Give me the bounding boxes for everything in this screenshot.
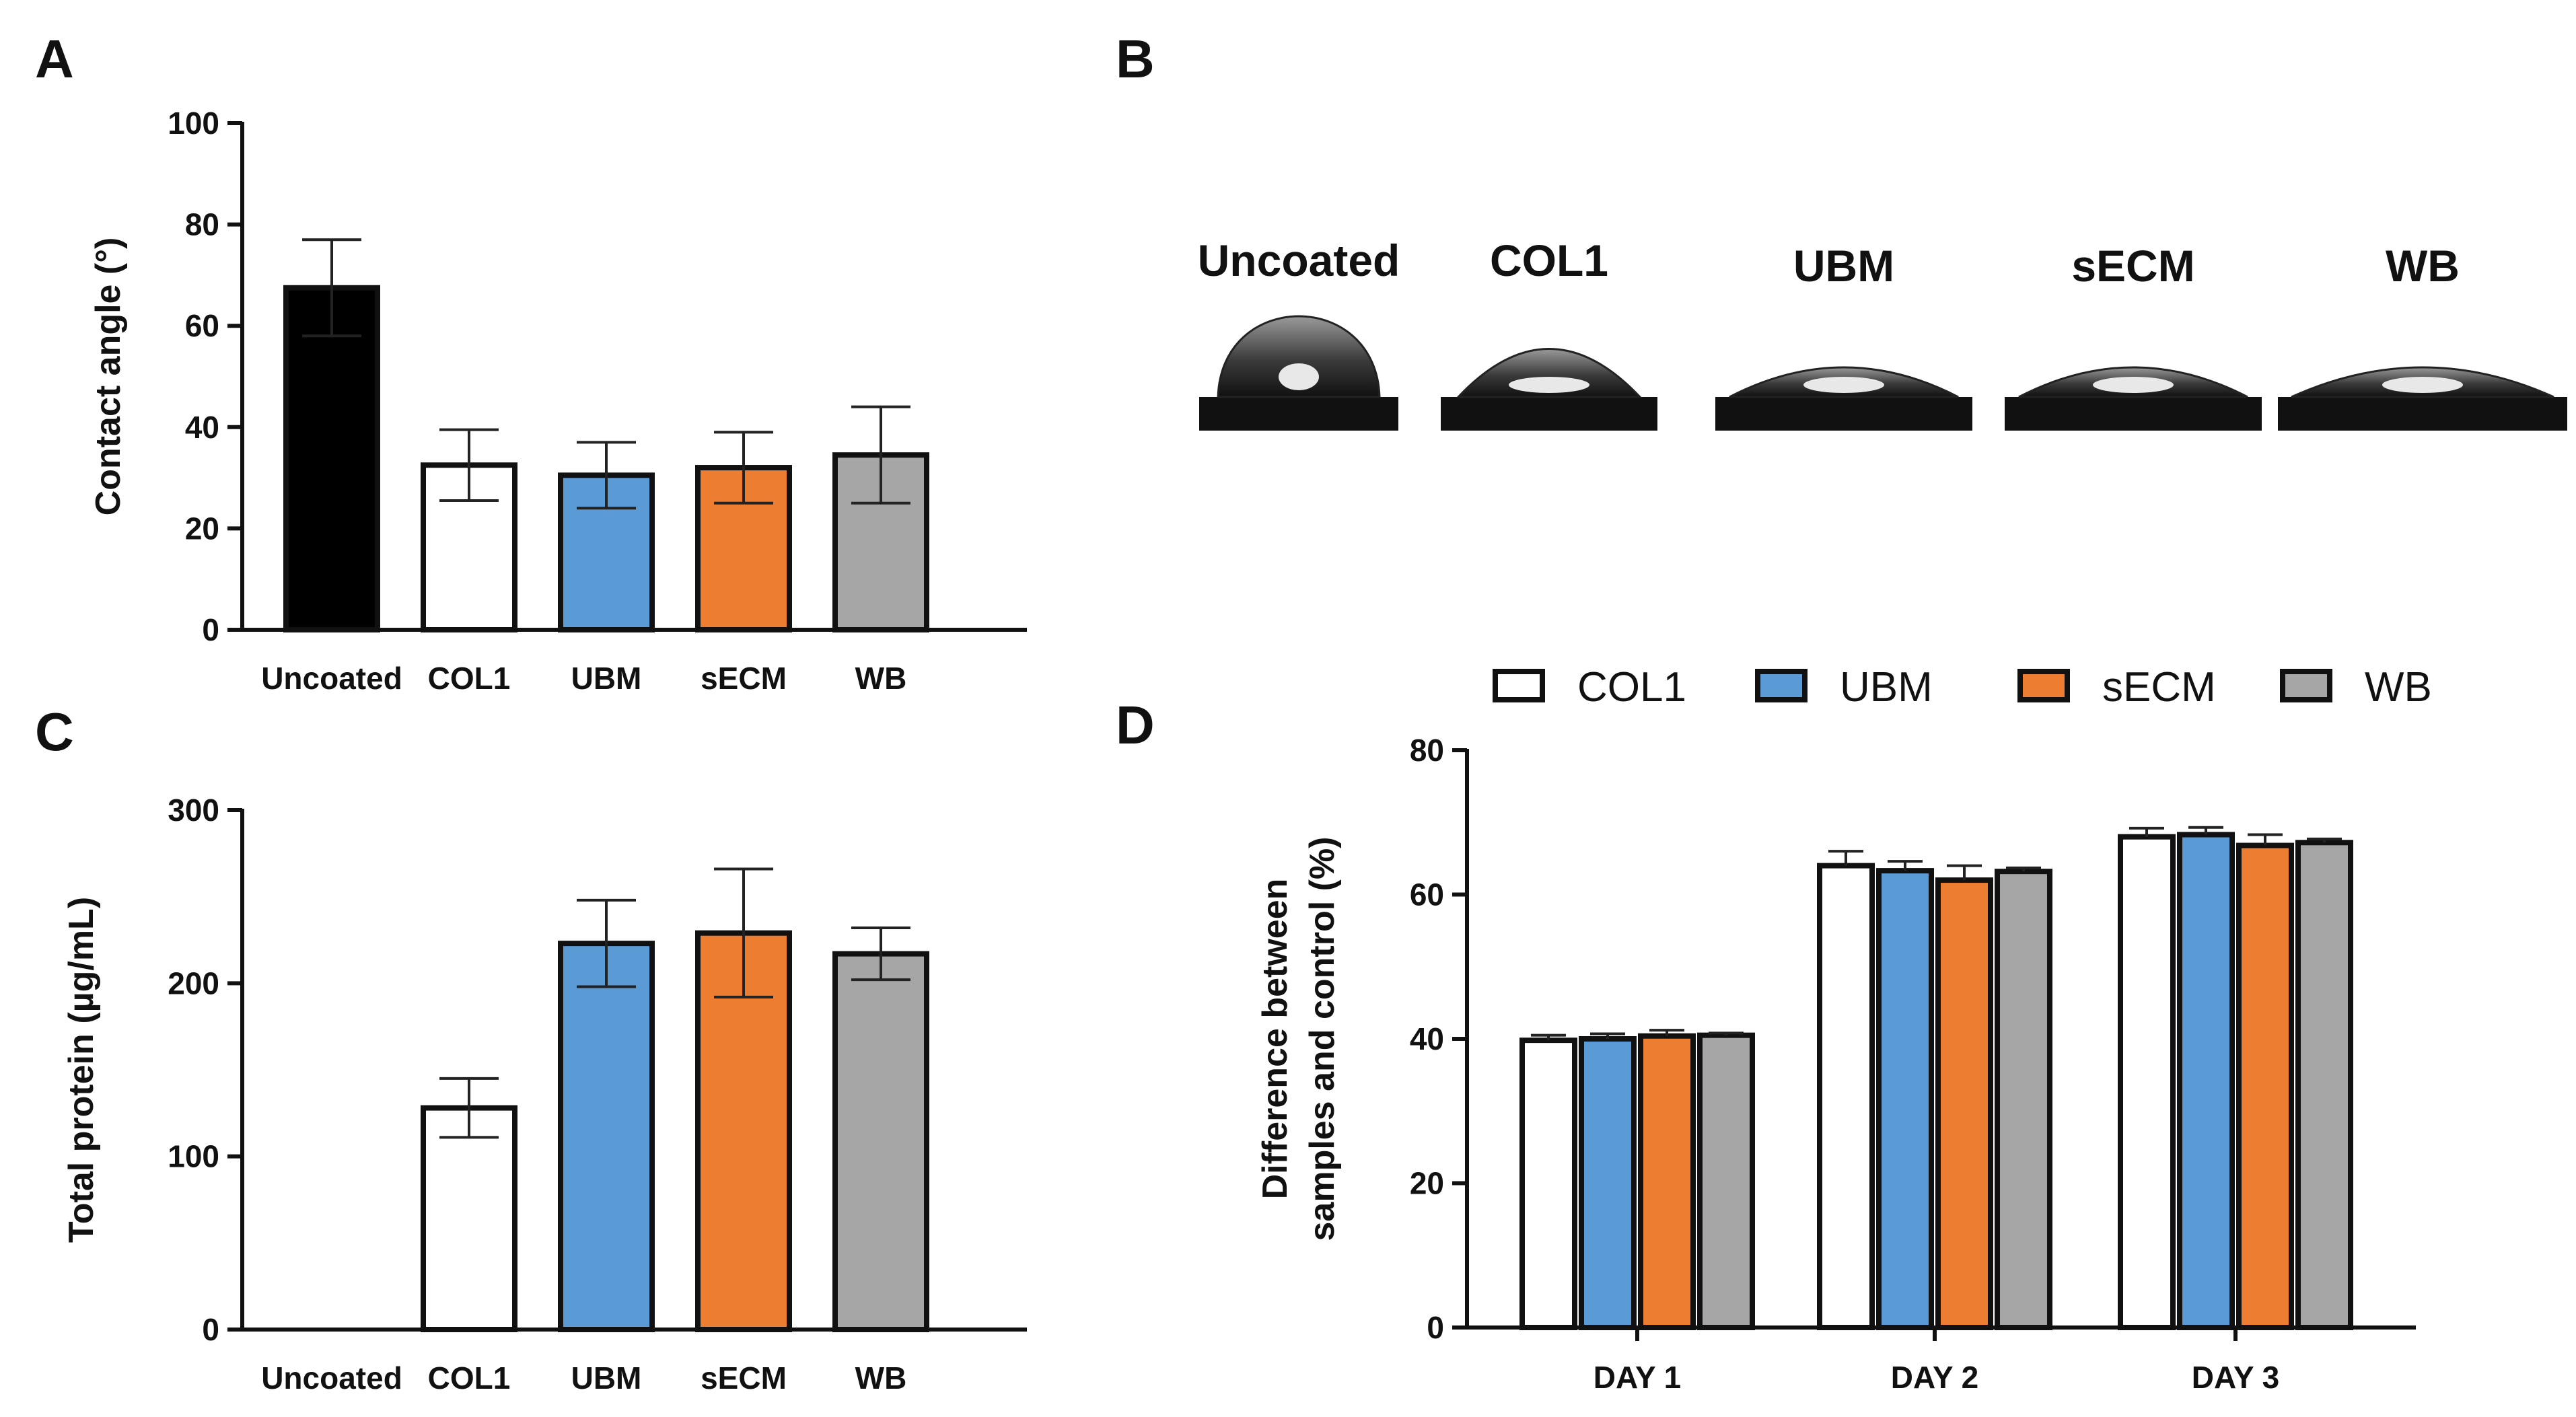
y-tick-label: 20 (185, 511, 219, 546)
y-tick-label: 80 (185, 207, 219, 242)
category-label: DAY 2 (1891, 1360, 1978, 1395)
bar (695, 930, 792, 1332)
panel-letter-b: B (1116, 29, 1155, 89)
droplet (1217, 315, 1381, 398)
droplet-highlight (1803, 377, 1884, 393)
droplet (1456, 348, 1643, 398)
chart-d-difference: 0 20 40 60 80 DAY 1 DAY 2 DAY 3 COL1 UBM sECM WB Dif… (1256, 664, 2432, 1395)
y-axis-title-line2: samples and control (%) (1303, 837, 1342, 1241)
droplet-highlight (1509, 377, 1589, 393)
droplet-highlight (1279, 363, 1319, 390)
substrate (2278, 397, 2567, 431)
bar (2295, 840, 2353, 1330)
panel-letter-c: C (35, 702, 74, 762)
panel-letter-d: D (1116, 695, 1155, 755)
y-tick-label: 0 (202, 612, 219, 647)
y-tick-label: 0 (202, 1312, 219, 1347)
y-tick-label: 60 (1410, 877, 1444, 912)
legend-label: UBM (1840, 664, 1933, 711)
droplet-label: WB (2386, 241, 2460, 291)
bar (421, 1105, 517, 1332)
chart-c-total-protein: 0 100 200 300 Uncoated COL1 UBM sECM WB Total pro… (62, 793, 1027, 1395)
bar (1995, 869, 2052, 1330)
droplet-label: sECM (2071, 241, 2194, 291)
y-tick-label: 40 (1410, 1021, 1444, 1056)
panel-letter-a: A (35, 29, 74, 89)
y-tick-label: 80 (1410, 733, 1444, 768)
y-axis-title-line1: Difference between (1256, 879, 1295, 1200)
substrate (2005, 397, 2262, 431)
droplet-label: UBM (1793, 241, 1894, 291)
panel-b-droplet-images: Uncoated COL1 UBM sECM WB (1198, 235, 2567, 431)
category-label: DAY 1 (1594, 1360, 1681, 1395)
bar (283, 285, 380, 632)
chart-a-contact-angle: 0 20 40 60 80 100 Uncoated COL1 UBM sECM WB Contact… (89, 106, 1027, 696)
bar (1638, 1033, 1696, 1331)
category-label: sECM (701, 661, 787, 696)
category-label: COL1 (428, 1360, 511, 1395)
bar (2118, 834, 2176, 1330)
bar (1697, 1032, 1755, 1330)
category-label: DAY 3 (2192, 1360, 2279, 1395)
bar (695, 465, 792, 632)
y-tick-label: 40 (185, 410, 219, 445)
substrate (1715, 397, 1972, 431)
droplet-highlight (2382, 377, 2463, 393)
y-tick-label: 300 (168, 793, 219, 828)
droplet-label: Uncoated (1198, 235, 1400, 285)
bar (832, 951, 929, 1332)
substrate (1441, 397, 1657, 431)
bar (558, 941, 655, 1332)
y-tick-label: 100 (168, 106, 219, 141)
legend-swatch (2280, 669, 2332, 702)
category-label: WB (855, 1360, 907, 1395)
legend-label: sECM (2102, 664, 2216, 711)
bar (1817, 863, 1875, 1331)
bar (1579, 1036, 1637, 1330)
legend-swatch (2017, 669, 2070, 702)
legend-label: WB (2365, 664, 2432, 711)
y-axis-title: Total protein (µg/mL) (62, 897, 101, 1243)
bar (2236, 842, 2294, 1330)
y-axis-title: Contact angle (°) (89, 238, 128, 516)
y-tick-label: 20 (1410, 1166, 1444, 1201)
legend-label: COL1 (1577, 664, 1686, 711)
category-label: WB (855, 661, 907, 696)
y-tick-label: 100 (168, 1139, 219, 1174)
bar (2177, 832, 2235, 1331)
y-tick-label: 0 (1427, 1310, 1444, 1345)
bar (1519, 1038, 1577, 1331)
legend-swatch (1493, 669, 1545, 702)
category-label: COL1 (428, 661, 511, 696)
category-label: sECM (701, 1360, 787, 1395)
droplet-highlight (2093, 377, 2174, 393)
category-label: UBM (571, 661, 642, 696)
category-label: Uncoated (261, 1360, 402, 1395)
category-label: Uncoated (261, 661, 402, 696)
y-tick-label: 60 (185, 308, 219, 343)
droplet-label: COL1 (1490, 235, 1608, 285)
legend-swatch (1755, 669, 1808, 702)
bar (1876, 868, 1934, 1331)
category-label: UBM (571, 1360, 642, 1395)
y-tick-label: 200 (168, 966, 219, 1001)
bar (1935, 877, 1993, 1330)
substrate (1199, 397, 1398, 431)
